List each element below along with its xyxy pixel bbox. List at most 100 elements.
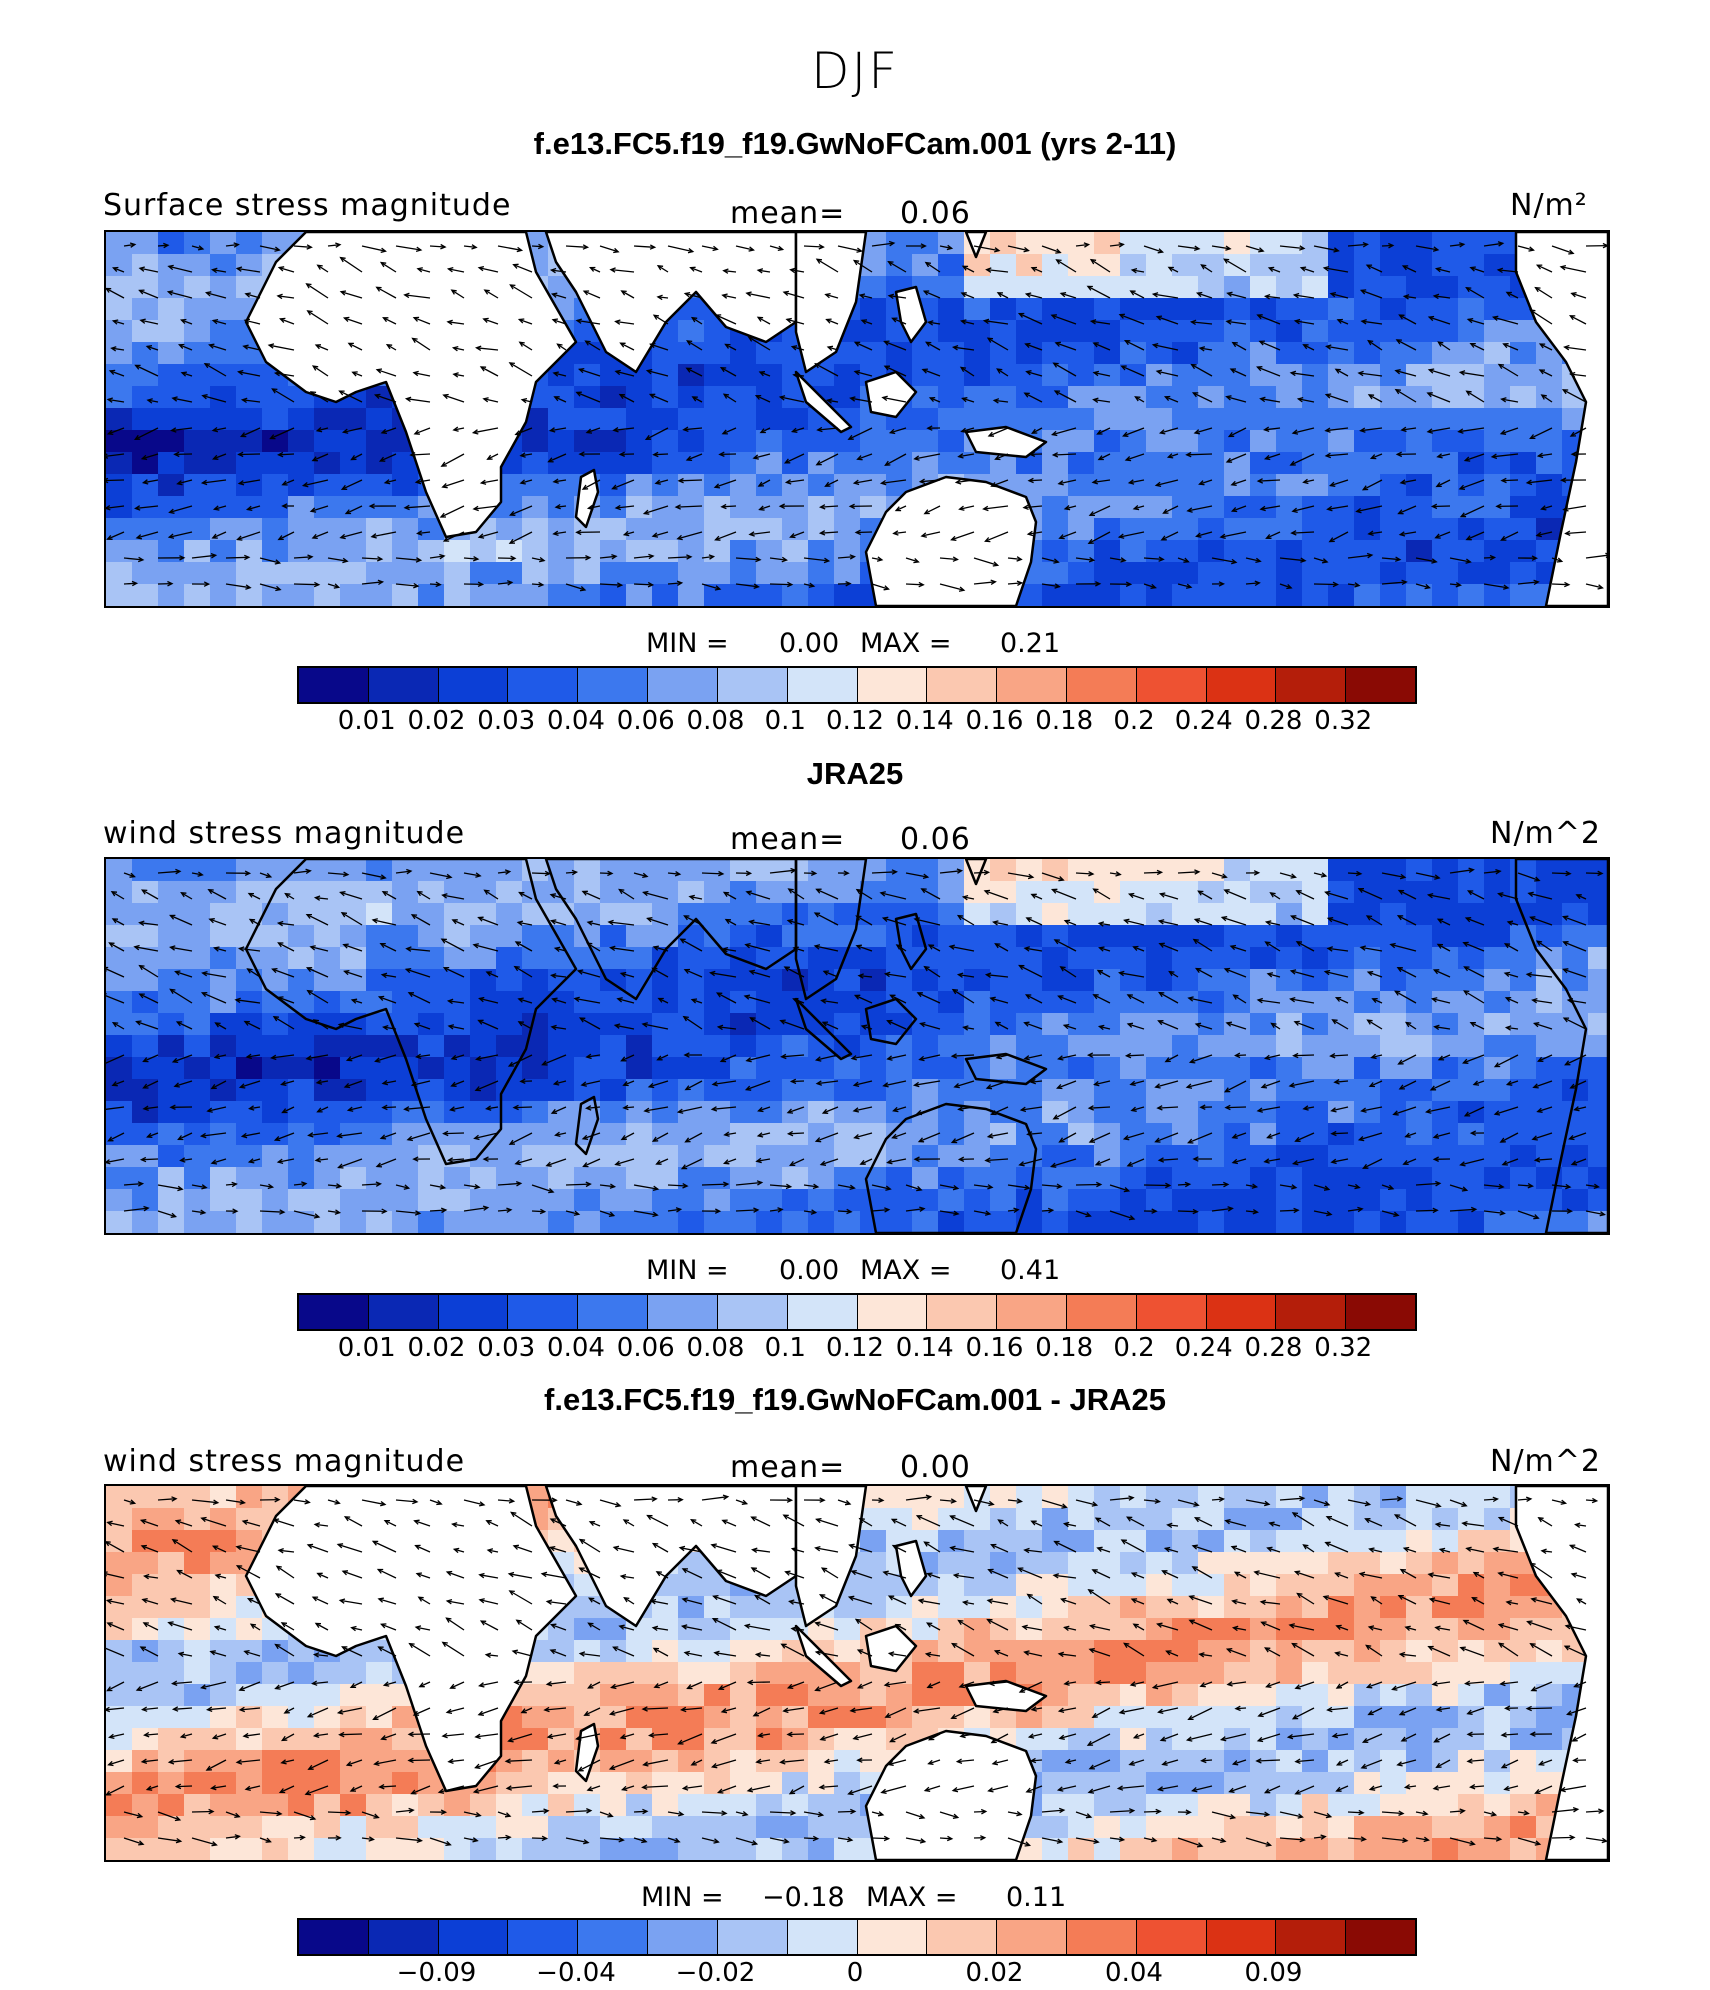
field-cell bbox=[132, 1530, 159, 1553]
field-cell bbox=[444, 1816, 471, 1839]
field-cell bbox=[1536, 881, 1563, 904]
field-cell bbox=[1016, 386, 1043, 409]
colorbar-swatch bbox=[439, 1295, 509, 1329]
field-cell bbox=[1068, 254, 1095, 277]
field-cell bbox=[704, 1662, 731, 1685]
colorbar-tick-label: 0.24 bbox=[1175, 1333, 1233, 1363]
field-cell bbox=[236, 1079, 263, 1102]
field-cell bbox=[158, 452, 185, 475]
field-cell bbox=[106, 1640, 133, 1663]
field-cell bbox=[1484, 1035, 1511, 1058]
field-cell bbox=[756, 859, 783, 882]
field-cell bbox=[366, 903, 393, 926]
field-cell bbox=[678, 452, 705, 475]
field-cell bbox=[782, 496, 809, 519]
field-cell bbox=[1432, 1838, 1459, 1860]
field-cell bbox=[1016, 1574, 1043, 1597]
field-cell bbox=[1146, 364, 1173, 387]
field-cell bbox=[418, 1123, 445, 1146]
panel-2-mean-value: 0.06 bbox=[900, 822, 971, 857]
field-cell bbox=[1250, 947, 1277, 970]
field-cell bbox=[1016, 1530, 1043, 1553]
field-cell bbox=[600, 430, 627, 453]
colorbar-tick-label: 0.32 bbox=[1314, 706, 1372, 736]
field-cell bbox=[1094, 1772, 1121, 1795]
field-cell bbox=[1510, 364, 1537, 387]
field-cell bbox=[1302, 1816, 1329, 1839]
field-cell bbox=[1146, 1728, 1173, 1751]
field-cell bbox=[470, 1013, 497, 1036]
field-cell bbox=[678, 386, 705, 409]
field-cell bbox=[1172, 232, 1199, 255]
field-cell bbox=[1094, 1552, 1121, 1575]
field-cell bbox=[496, 1772, 523, 1795]
field-cell bbox=[1146, 1035, 1173, 1058]
field-cell bbox=[132, 364, 159, 387]
field-cell bbox=[158, 1167, 185, 1190]
field-cell bbox=[782, 1728, 809, 1751]
field-cell bbox=[1250, 342, 1277, 365]
field-cell bbox=[808, 1189, 835, 1212]
field-cell bbox=[1562, 859, 1589, 882]
field-cell bbox=[1276, 1838, 1303, 1860]
field-cell bbox=[1380, 1013, 1407, 1036]
field-cell bbox=[1354, 562, 1381, 585]
field-cell bbox=[626, 518, 653, 541]
field-cell bbox=[184, 452, 211, 475]
field-cell bbox=[1380, 1167, 1407, 1190]
colorbar-swatch bbox=[578, 1920, 648, 1954]
field-cell bbox=[756, 1838, 783, 1860]
field-cell bbox=[1458, 925, 1485, 948]
field-cell bbox=[1588, 1013, 1608, 1036]
field-cell bbox=[678, 1013, 705, 1036]
field-cell bbox=[1146, 1145, 1173, 1168]
field-cell bbox=[808, 1772, 835, 1795]
field-cell bbox=[1328, 254, 1355, 277]
field-cell bbox=[1354, 1552, 1381, 1575]
field-cell bbox=[886, 1057, 913, 1080]
field-cell bbox=[1328, 320, 1355, 343]
field-cell bbox=[1380, 276, 1407, 299]
field-cell bbox=[236, 1211, 263, 1233]
field-cell bbox=[1146, 584, 1173, 606]
field-cell bbox=[1484, 903, 1511, 926]
field-cell bbox=[288, 1211, 315, 1233]
field-cell bbox=[1224, 1816, 1251, 1839]
field-cell bbox=[1120, 1123, 1147, 1146]
panel-3-colorbar bbox=[297, 1918, 1417, 1956]
field-cell bbox=[262, 947, 289, 970]
field-cell bbox=[1172, 1750, 1199, 1773]
field-cell bbox=[860, 947, 887, 970]
field-cell bbox=[730, 1596, 757, 1619]
field-cell bbox=[782, 584, 809, 606]
field-cell bbox=[678, 881, 705, 904]
field-cell bbox=[990, 1486, 1017, 1509]
field-cell bbox=[366, 1662, 393, 1685]
field-cell bbox=[938, 276, 965, 299]
field-cell bbox=[1198, 1508, 1225, 1531]
field-cell bbox=[236, 1101, 263, 1124]
field-cell bbox=[1042, 562, 1069, 585]
field-cell bbox=[1068, 991, 1095, 1014]
field-cell bbox=[1484, 991, 1511, 1014]
field-cell bbox=[756, 969, 783, 992]
field-cell bbox=[704, 1684, 731, 1707]
field-cell bbox=[184, 1035, 211, 1058]
field-cell bbox=[1276, 1189, 1303, 1212]
field-cell bbox=[314, 1728, 341, 1751]
field-cell bbox=[184, 320, 211, 343]
field-cell bbox=[1224, 474, 1251, 497]
field-cell bbox=[1458, 991, 1485, 1014]
field-cell bbox=[704, 859, 731, 882]
field-cell bbox=[184, 1838, 211, 1860]
field-cell bbox=[1458, 1013, 1485, 1036]
field-cell bbox=[1510, 1662, 1537, 1685]
field-cell bbox=[912, 969, 939, 992]
field-cell bbox=[1510, 496, 1537, 519]
field-cell bbox=[1406, 518, 1433, 541]
field-cell bbox=[210, 1145, 237, 1168]
field-cell bbox=[1042, 232, 1069, 255]
field-cell bbox=[1536, 1706, 1563, 1729]
field-cell bbox=[678, 1816, 705, 1839]
field-cell bbox=[1042, 903, 1069, 926]
